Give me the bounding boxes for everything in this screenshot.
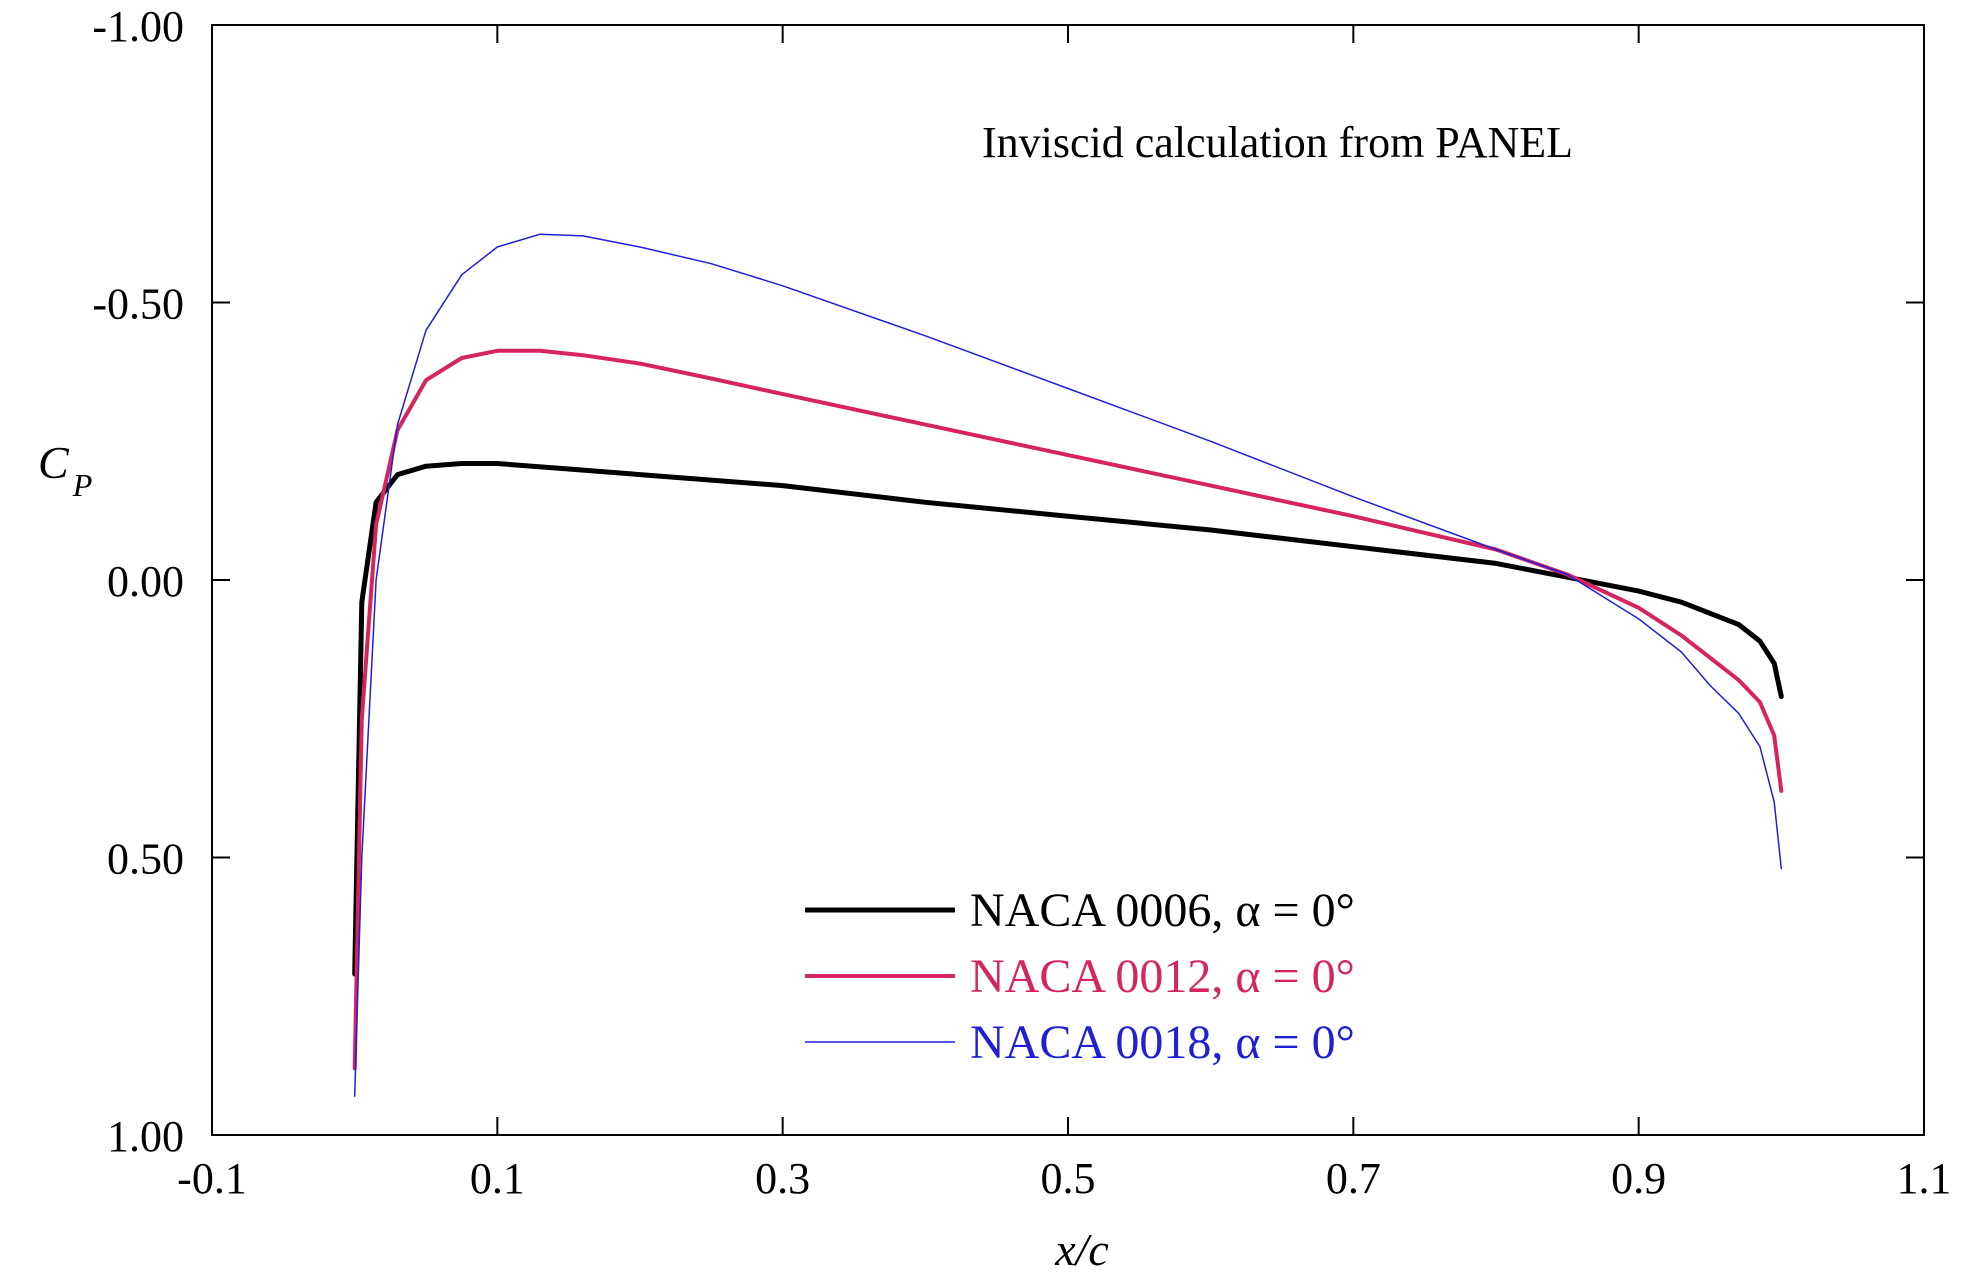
y-tick-label: 0.00 <box>107 557 184 606</box>
series-line-1 <box>352 348 1784 1071</box>
y-tick-label: -1.00 <box>92 2 184 51</box>
x-axis-label: x/c <box>1054 1224 1109 1275</box>
x-tick-label: 0.5 <box>1041 1154 1096 1203</box>
x-tick-label: 1.1 <box>1897 1154 1952 1203</box>
series-line-2 <box>353 233 1783 1097</box>
chart-annotation: Inviscid calculation from PANEL <box>982 118 1573 167</box>
x-tick-label: 0.1 <box>470 1154 525 1203</box>
legend-label-naca0012: NACA 0012, α = 0° <box>970 950 1355 1003</box>
y-axis-label-main: C <box>38 437 70 488</box>
series-group <box>352 233 1784 1097</box>
y-tick-label: 0.50 <box>107 835 184 884</box>
x-tick-label: 0.3 <box>755 1154 810 1203</box>
x-tick-label: 0.9 <box>1611 1154 1666 1203</box>
y-tick-label: 1.00 <box>107 1112 184 1161</box>
legend: NACA 0006, α = 0° NACA 0012, α = 0° NACA… <box>805 884 1355 1069</box>
x-tick-label: 0.7 <box>1326 1154 1381 1203</box>
series-line-0 <box>352 461 1784 977</box>
legend-label-naca0018: NACA 0018, α = 0° <box>970 1016 1355 1069</box>
y-tick-label: -0.50 <box>92 280 184 329</box>
y-axis-label-sub: P <box>72 467 93 503</box>
axis-ticks: -0.1 0.1 0.3 0.5 0.7 0.9 1.1 -1.00 -0.50 0.00 0.50… <box>92 2 1951 1203</box>
legend-label-naca0006: NACA 0006, α = 0° <box>970 884 1355 937</box>
x-tick-label: -0.1 <box>177 1154 247 1203</box>
